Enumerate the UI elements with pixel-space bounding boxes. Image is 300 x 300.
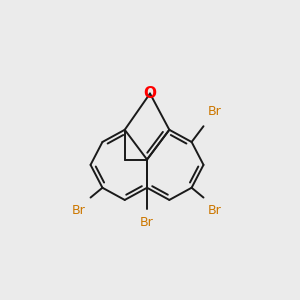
Text: Br: Br — [208, 105, 222, 118]
Text: Br: Br — [140, 216, 154, 229]
Text: Br: Br — [71, 204, 85, 217]
Text: O: O — [143, 86, 157, 101]
Text: Br: Br — [208, 204, 222, 217]
